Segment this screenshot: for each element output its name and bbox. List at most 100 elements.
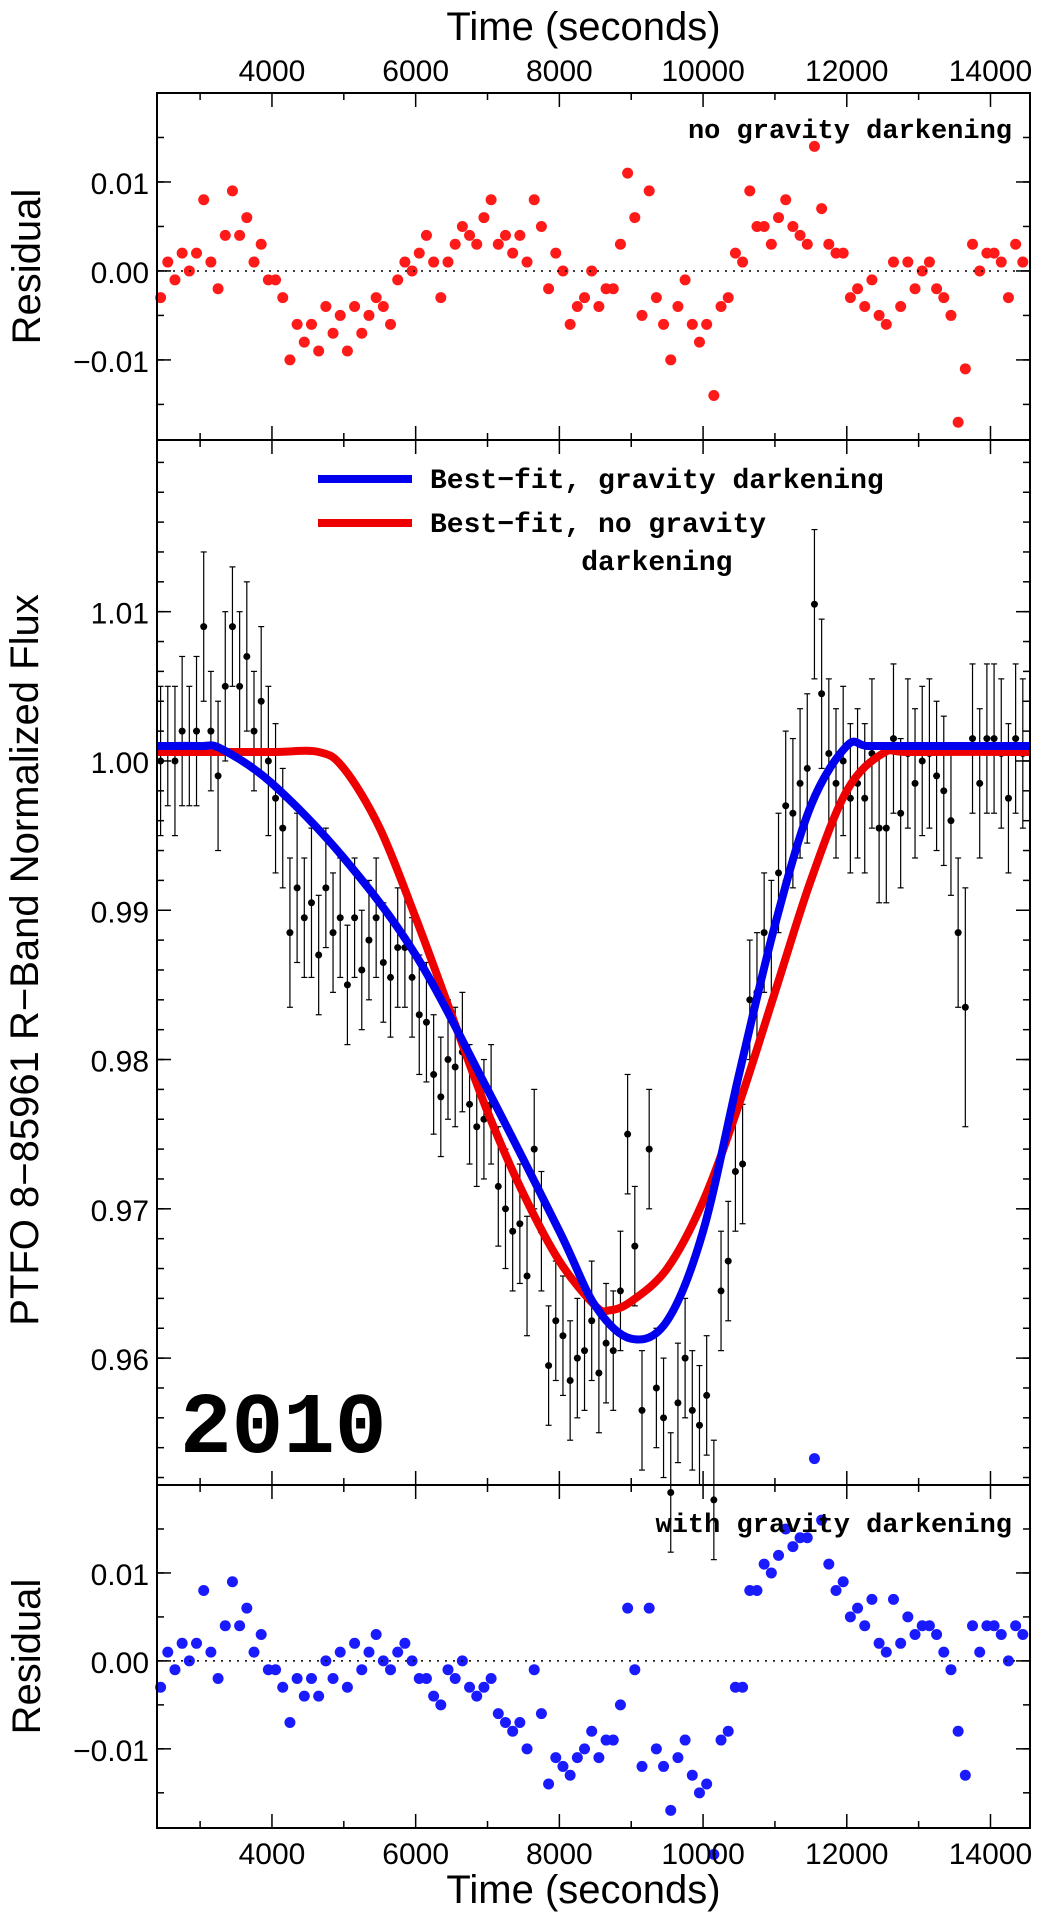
residual-point <box>277 292 289 304</box>
flux-point <box>552 1317 560 1325</box>
flux-point <box>207 727 215 735</box>
residual-point <box>579 1743 591 1755</box>
residual-point <box>428 1690 440 1702</box>
residual-point <box>298 1690 310 1702</box>
residual-point <box>607 283 619 295</box>
flux-point <box>322 884 330 892</box>
residual-point <box>406 265 418 277</box>
residual-point <box>176 1637 188 1649</box>
residual-point <box>464 1681 476 1693</box>
residual-point <box>967 238 979 250</box>
residual-point <box>385 1664 397 1676</box>
flux-point <box>566 1377 574 1384</box>
flux-point <box>688 1406 696 1414</box>
flux-point <box>307 899 315 907</box>
residual-point <box>880 1646 892 1658</box>
residual-point <box>629 1664 641 1676</box>
residual-point <box>658 1760 670 1772</box>
residual-point <box>349 1637 361 1649</box>
residual-point <box>485 194 497 206</box>
residual-point <box>701 318 713 330</box>
residual-point <box>622 167 634 179</box>
residual-point <box>794 229 806 241</box>
flux-point <box>609 1347 617 1355</box>
residual-point <box>916 265 928 277</box>
residual-point <box>880 318 892 330</box>
residual-point <box>248 256 260 268</box>
residual-point <box>514 229 526 241</box>
y-tick-label: 0.01 <box>91 1559 149 1592</box>
residual-point <box>442 256 454 268</box>
residual-point <box>715 301 727 313</box>
residual-point <box>406 1655 418 1667</box>
flux-point <box>810 600 818 608</box>
residual-point <box>938 1646 950 1658</box>
residual-point <box>241 1602 253 1614</box>
flux-point <box>473 1123 481 1131</box>
flux-point <box>221 682 229 690</box>
residual-point <box>665 1804 677 1816</box>
residual-point <box>909 283 921 295</box>
y-tick-label: 0.98 <box>91 1046 149 1079</box>
residual-point <box>729 247 741 259</box>
residual-point <box>198 1585 210 1597</box>
residual-point <box>241 212 253 224</box>
residual-point <box>780 194 792 206</box>
flux-point <box>1004 794 1012 802</box>
flux-point <box>933 772 941 780</box>
flux-point <box>243 652 251 660</box>
flux-point <box>193 727 201 735</box>
residual-point <box>715 1734 727 1746</box>
residual-point <box>909 1629 921 1641</box>
residual-point <box>765 1567 777 1579</box>
residual-point <box>959 363 971 375</box>
y-tick-label: −0.01 <box>73 1735 149 1768</box>
flux-point <box>961 1003 969 1011</box>
residual-point <box>902 1611 914 1623</box>
flux-point <box>940 787 948 795</box>
residual-point <box>859 1620 871 1632</box>
residual-point <box>808 140 820 152</box>
residual-point <box>535 220 547 232</box>
residual-point <box>931 283 943 295</box>
residual-point <box>643 1602 655 1614</box>
flux-point <box>825 750 833 757</box>
residual-point <box>363 1646 375 1658</box>
fit-curve <box>156 737 1030 1344</box>
x-tick-label: 4000 <box>239 1838 306 1871</box>
flux-point <box>703 1391 711 1399</box>
residual-point <box>550 247 562 259</box>
residual-point <box>679 274 691 286</box>
residual-point <box>758 1558 770 1570</box>
residual-point <box>327 327 339 339</box>
flux-point <box>954 929 962 937</box>
flux-point <box>660 1414 668 1422</box>
residual-point <box>923 1620 935 1632</box>
flux-point <box>430 1070 438 1078</box>
flux-point <box>846 794 854 802</box>
residual-point <box>449 238 461 250</box>
legend-label: Best−fit, no gravity <box>430 510 766 541</box>
residual-point <box>485 1672 497 1684</box>
flux-point <box>501 1205 509 1213</box>
residual-point <box>1010 1620 1022 1632</box>
residual-point <box>636 309 648 321</box>
residual-point <box>255 238 267 250</box>
y-tick-label: 1.01 <box>91 598 149 631</box>
residual-point <box>327 1672 339 1684</box>
y-tick-label: 0.97 <box>91 1195 149 1228</box>
residual-point <box>492 238 504 250</box>
flux-point <box>803 764 811 772</box>
residual-point <box>305 1672 317 1684</box>
x-tick-label: 12000 <box>805 1838 888 1871</box>
residual-point <box>198 194 210 206</box>
flux-point <box>329 929 337 937</box>
residual-point <box>579 292 591 304</box>
residual-point <box>974 1646 986 1658</box>
flux-point <box>523 1272 531 1280</box>
residual-point <box>722 292 734 304</box>
residual-point <box>255 1629 267 1641</box>
year-label: 2010 <box>180 1380 386 1478</box>
residual-point <box>837 247 849 259</box>
flux-point <box>652 1384 660 1392</box>
